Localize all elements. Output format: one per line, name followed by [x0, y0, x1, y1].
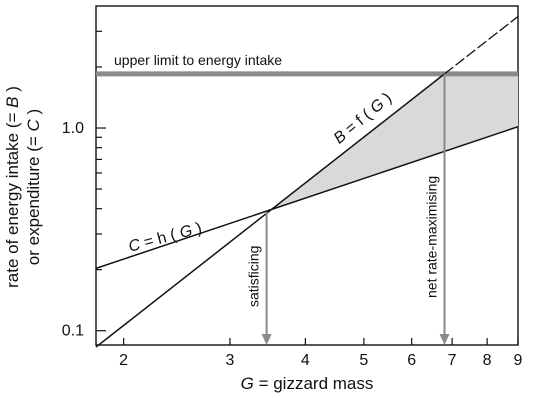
y-axis-title-line-2-prefix: or expenditure (=: [24, 136, 43, 265]
markers-layer: satisficing net rate-maximising: [246, 73, 450, 345]
y-axis-title-line-2-suffix: ): [24, 109, 43, 115]
y-axis-title-line-1: rate of energy intake (= B ): [3, 86, 22, 288]
satisficing-label: satisficing: [246, 246, 262, 307]
x-tick-label-8: 8: [483, 352, 492, 369]
x-tick-label-6: 6: [407, 352, 416, 369]
x-axis-title-italic: G: [241, 374, 254, 393]
net-rate-maximising-label: net rate-maximising: [424, 176, 440, 298]
cost-series-label-part-1: C: [127, 236, 143, 256]
x-tick-label-4: 4: [301, 352, 310, 369]
y-axis-title-line-1-prefix: rate of energy intake (=: [3, 113, 22, 288]
x-axis: 2 3 4 5 6 7 8 9: [119, 338, 523, 369]
y-tick-label-0.1: 0.1: [62, 323, 84, 340]
satisficing-marker-arrowhead: [261, 334, 272, 345]
y-axis-title-line-1-italic: B: [3, 97, 22, 108]
y-axis-title-line-1-suffix: ): [3, 86, 22, 92]
x-tick-label-9: 9: [514, 352, 523, 369]
y-axis-title-line-2: or expenditure (= C ): [24, 109, 43, 265]
benefit-series-label-part-4: ): [380, 90, 395, 106]
y-tick-label-1.0: 1.0: [62, 120, 84, 137]
cost-series-label-part-3: G: [178, 222, 194, 242]
plot-frame: [95, 5, 519, 346]
x-axis-title-rest: = gizzard mass: [259, 374, 374, 393]
x-axis-title: G = gizzard mass: [241, 374, 374, 393]
cost-series-label-part-4: ): [194, 220, 204, 238]
cost-line: [95, 126, 519, 270]
benefit-extension-line: [444, 15, 519, 75]
x-tick-label-7: 7: [448, 352, 457, 369]
y-axis: 0.1 1.0: [62, 30, 106, 340]
x-tick-label-5: 5: [359, 352, 368, 369]
x-tick-label-3: 3: [225, 352, 234, 369]
y-axis-title-line-2-italic: C: [24, 118, 43, 131]
net-rate-maximising-marker-arrowhead: [439, 334, 450, 345]
upper-limit-label: upper limit to energy intake: [114, 52, 282, 68]
cost-series-label: C = h ( G ): [127, 220, 204, 256]
cost-series-label-part-2: = h (: [142, 227, 178, 252]
x-tick-label-2: 2: [119, 352, 128, 369]
shaded-optimum-region: [266, 73, 518, 213]
benefit-line: [95, 73, 445, 348]
y-axis-title: rate of energy intake (= B ) or expendit…: [3, 86, 43, 288]
